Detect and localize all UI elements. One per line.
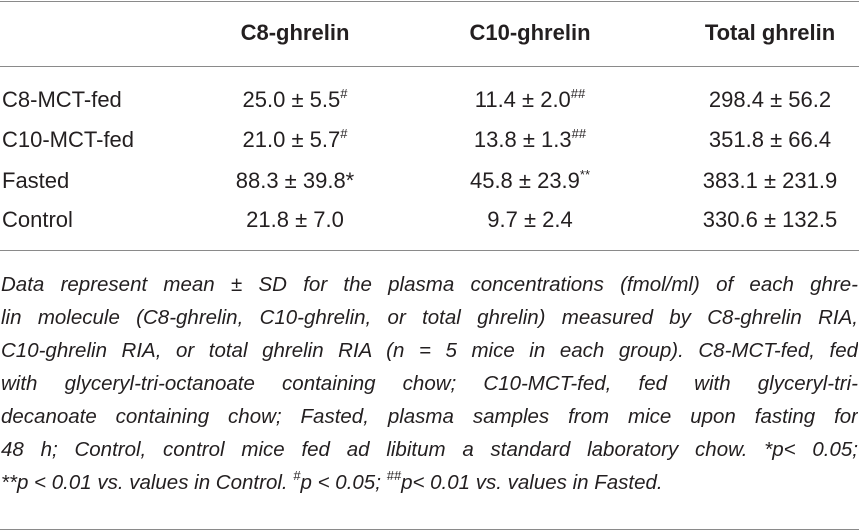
cell-value: 45.8 ± 23.9 xyxy=(469,168,580,193)
footnote-text: p< 0.01 vs. values in Fasted. xyxy=(401,471,663,494)
cell-value: 383.1 ± 231.9 xyxy=(702,168,838,193)
header-cell: C8-ghrelin xyxy=(240,20,350,45)
rule xyxy=(0,529,859,530)
superscript: # xyxy=(293,468,301,483)
cell: 298.4 ± 56.2 xyxy=(709,80,831,120)
superscript: # xyxy=(340,86,348,101)
cell-value: 298.4 ± 56.2 xyxy=(708,87,832,112)
footnote-line: decanoate containing chow; Fasted, plasm… xyxy=(1,400,858,433)
footnote-text: decanoate containing chow; Fasted, plasm… xyxy=(1,405,858,428)
table-row: C10-MCT-fed 21.0 ± 5.7# 13.8 ± 1.3## 351.8 … xyxy=(0,120,859,160)
footnote-line: C10-ghrelin RIA, or total ghrelin RIA (n… xyxy=(1,334,858,367)
superscript: # xyxy=(340,126,348,141)
footnote-text: Data represent mean ± SD for the plasma … xyxy=(1,273,858,296)
row-label: C10-MCT-fed xyxy=(2,127,135,152)
footnote-line: Data represent mean ± SD for the plasma … xyxy=(1,268,858,301)
cell: 25.0 ± 5.5# xyxy=(243,80,348,120)
footnote-text: lin molecule (C8-ghrelin, C10-ghrelin, o… xyxy=(1,306,858,329)
footnote-text: with glyceryl-tri-octanoate containing c… xyxy=(1,372,858,395)
cell: 21.8 ± 7.0 xyxy=(246,200,344,240)
footnote-text: C10-ghrelin RIA, or total ghrelin RIA (n… xyxy=(1,339,858,362)
superscript: ## xyxy=(571,126,587,141)
footnote: Data represent mean ± SD for the plasma … xyxy=(1,268,858,499)
rule xyxy=(0,66,859,67)
footnote-line: lin molecule (C8-ghrelin, C10-ghrelin, o… xyxy=(1,301,858,334)
header-row: C8-ghrelin C10-ghrelin Total ghrelin xyxy=(0,13,859,53)
header-cell: C10-ghrelin xyxy=(469,20,591,45)
cell-value: 330.6 ± 132.5 xyxy=(702,207,838,232)
cell: 383.1 ± 231.9 xyxy=(703,161,837,201)
rule xyxy=(0,1,859,2)
row-label: Fasted xyxy=(2,168,70,193)
footnote-text: **p < 0.01 vs. values in Control. xyxy=(1,471,294,494)
cell: 351.8 ± 66.4 xyxy=(709,120,831,160)
row-label: Control xyxy=(2,207,73,232)
cell: 88.3 ± 39.8* xyxy=(236,161,355,201)
header-cell: Total ghrelin xyxy=(704,20,836,45)
table-row: Control 21.8 ± 7.0 9.7 ± 2.4 330.6 ± 132.5 xyxy=(0,200,859,240)
cell-value: 9.7 ± 2.4 xyxy=(487,207,573,232)
cell: 21.0 ± 5.7# xyxy=(243,120,348,160)
superscript: ## xyxy=(570,86,586,101)
cell-value: 21.8 ± 7.0 xyxy=(246,207,344,232)
table-row: C8-MCT-fed 25.0 ± 5.5# 11.4 ± 2.0## 298.4 ±… xyxy=(0,80,859,120)
superscript: ## xyxy=(386,468,402,483)
cell-value: 13.8 ± 1.3 xyxy=(473,127,572,152)
cell: 330.6 ± 132.5 xyxy=(703,200,837,240)
cell: 13.8 ± 1.3## xyxy=(474,120,586,160)
cell: 45.8 ± 23.9** xyxy=(470,161,590,201)
cell-value: 21.0 ± 5.7 xyxy=(242,127,341,152)
footnote-line: 48 h; Control, control mice fed ad libit… xyxy=(1,433,858,466)
superscript: ** xyxy=(579,167,591,182)
footnote-line: with glyceryl-tri-octanoate containing c… xyxy=(1,367,858,400)
table-row: Fasted 88.3 ± 39.8* 45.8 ± 23.9** 383.1 ± 2… xyxy=(0,161,859,201)
footnote-text: p < 0.05; xyxy=(300,471,387,494)
footnote-text: 48 h; Control, control mice fed ad libit… xyxy=(1,438,858,461)
cell-value: 25.0 ± 5.5 xyxy=(242,87,341,112)
row-label: C8-MCT-fed xyxy=(2,87,122,112)
footnote-line: **p < 0.01 vs. values in Control. #p < 0… xyxy=(1,466,858,499)
cell: 11.4 ± 2.0## xyxy=(475,80,586,120)
cell-value: 351.8 ± 66.4 xyxy=(708,127,832,152)
cell: 9.7 ± 2.4 xyxy=(487,200,572,240)
cell-value: 88.3 ± 39.8* xyxy=(235,168,355,193)
rule xyxy=(0,250,859,251)
cell-value: 11.4 ± 2.0 xyxy=(474,87,571,112)
